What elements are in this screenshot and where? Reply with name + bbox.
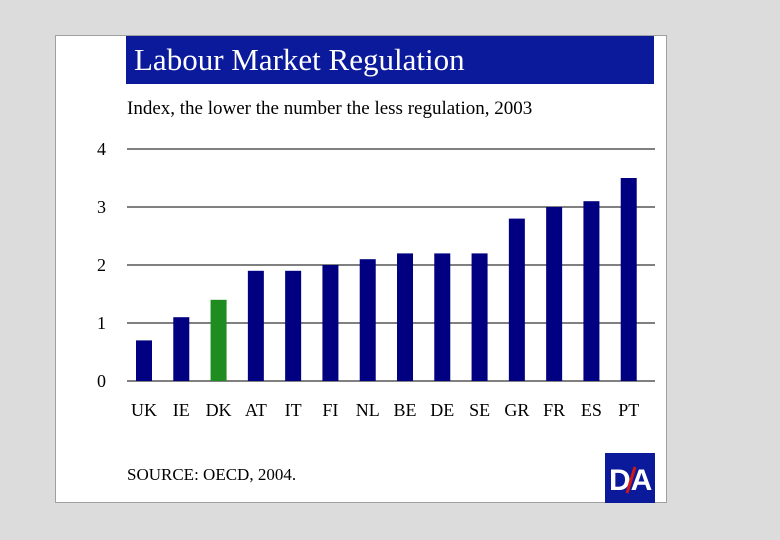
x-label-fi: FI: [322, 400, 338, 420]
y-tick-left: 1: [97, 313, 106, 333]
bar-ie: [173, 317, 190, 381]
bar-uk: [136, 340, 152, 381]
x-label-gr: GR: [504, 400, 529, 420]
chart-title: Labour Market Regulation: [134, 42, 465, 77]
x-label-es: ES: [581, 400, 602, 420]
bar-se: [471, 253, 488, 381]
y-tick-left: 4: [97, 139, 106, 159]
bar-it: [285, 270, 302, 381]
title-bar: Labour Market Regulation: [126, 36, 654, 84]
y-tick-left: 3: [97, 197, 106, 217]
x-label-se: SE: [469, 400, 490, 420]
x-label-uk: UK: [131, 400, 157, 420]
bar-dk: [210, 299, 227, 381]
x-label-pt: PT: [618, 400, 639, 420]
grid-lines: [127, 148, 655, 382]
logo-slash: [625, 466, 637, 494]
bar-at: [247, 270, 264, 381]
x-axis-labels: UK IE DK AT IT FI NL BE DE SE GR FR ES PT: [131, 400, 639, 420]
x-label-at: AT: [245, 400, 267, 420]
bar-nl: [359, 259, 376, 381]
bar-de: [434, 253, 451, 381]
x-label-nl: NL: [356, 400, 380, 420]
x-label-it: IT: [285, 400, 302, 420]
y-axis-ticks: 0011223344: [97, 139, 106, 391]
x-label-de: DE: [430, 400, 454, 420]
bar-fr: [546, 207, 563, 381]
y-tick-left: 0: [97, 371, 106, 391]
y-tick-left: 2: [97, 255, 106, 275]
bars: [136, 178, 637, 381]
x-label-be: BE: [393, 400, 416, 420]
bar-gr: [508, 218, 525, 381]
x-label-fr: FR: [543, 400, 565, 420]
x-label-ie: IE: [173, 400, 190, 420]
bar-es: [583, 201, 600, 381]
slide: Labour Market Regulation Index, the lowe…: [55, 35, 667, 503]
bar-pt: [620, 178, 637, 381]
x-label-dk: DK: [206, 400, 232, 420]
bar-fi: [322, 265, 339, 381]
source-note: SOURCE: OECD, 2004.: [127, 465, 297, 484]
chart-subtitle: Index, the lower the number the less reg…: [127, 98, 533, 119]
da-logo-icon: DA: [605, 453, 655, 503]
bar-be: [397, 253, 413, 381]
